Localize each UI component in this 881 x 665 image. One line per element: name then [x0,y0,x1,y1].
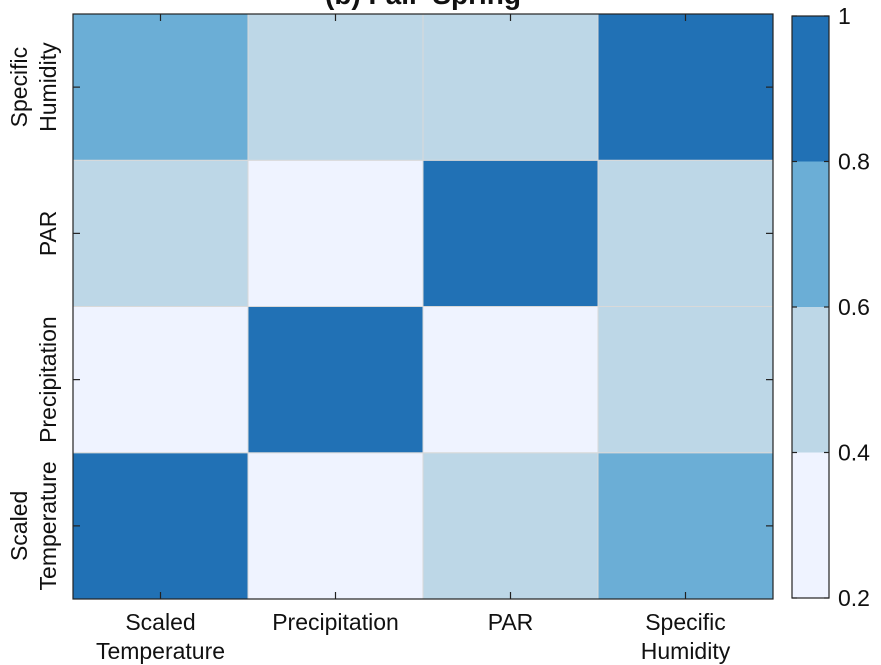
heatmap-cell [597,452,774,600]
heatmap-cell [72,306,249,454]
chart-title: (b) Fall–Spring [325,0,521,10]
x-tick-label: Specific [645,609,726,635]
colorbar-bin [792,161,829,307]
plot-frame [72,13,774,600]
heatmap-cell [72,159,249,307]
heatmap-cell [422,159,599,307]
heatmap-cells [72,13,774,600]
y-tick-label: Scaled [6,491,32,561]
axis-ticks [73,14,773,599]
colorbar-tick-label: 0.8 [838,149,870,175]
heatmap-cell [72,452,249,600]
heatmap-cell [597,306,774,454]
heatmap-cell [247,13,424,161]
colorbar-tick-label: 1 [838,3,851,29]
heatmap-cell [422,452,599,600]
y-tick-label: Temperature [35,461,61,590]
chart-title-group: (b) Fall–Spring [325,0,521,10]
colorbar-bin [792,16,829,162]
colorbar-bin [792,307,829,453]
x-axis-tick-labels: Scaled Temperature Precipitation PAR Specifi… [96,609,731,664]
heatmap-cell [422,13,599,161]
y-tick-label: PAR [35,211,61,257]
heatmap-cell [597,13,774,161]
x-tick-label: Temperature [96,638,225,664]
heatmap-cell [247,306,424,454]
colorbar-tick-label: 0.4 [838,440,870,466]
x-tick-label: Humidity [641,638,731,664]
heatmap-cell [422,306,599,454]
y-tick-label: Specific [6,47,32,128]
x-tick-label: PAR [488,609,534,635]
heatmap-cell [247,159,424,307]
heatmap-cell [247,452,424,600]
heatmap-cell [597,159,774,307]
x-tick-label: Precipitation [272,609,399,635]
y-tick-label: Humidity [35,42,61,132]
colorbar: 0.2 0.4 0.6 0.8 1 [791,3,870,611]
heatmap-cell [72,13,249,161]
colorbar-tick-label: 0.2 [838,585,870,611]
y-axis-tick-labels: Scaled Temperature Precipitation PAR Specifi… [6,42,61,591]
x-tick-label: Scaled [125,609,195,635]
y-tick-label: Precipitation [35,316,61,443]
colorbar-tick-label: 0.6 [838,294,870,320]
colorbar-bin [792,452,829,598]
